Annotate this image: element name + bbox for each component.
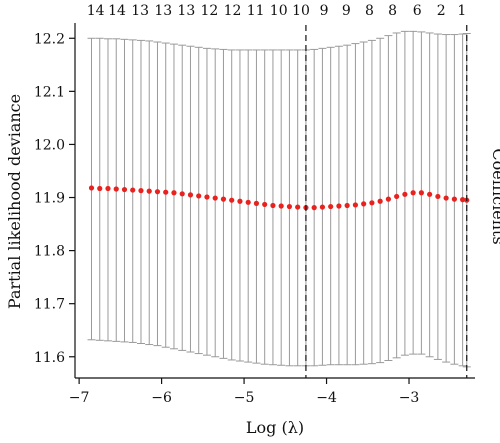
x-tick-label: −3 (399, 390, 420, 406)
data-point (278, 203, 284, 209)
data-point (187, 192, 194, 198)
right-axis-label: Coefficients (489, 148, 500, 244)
data-point (377, 198, 383, 204)
data-point (163, 189, 169, 195)
data-point (179, 191, 185, 197)
x-tick-label: −7 (69, 390, 90, 406)
top-axis-label: 14 (87, 3, 105, 19)
top-axis-label: 9 (342, 3, 351, 19)
top-axis-label: 13 (177, 3, 195, 19)
top-axis-label: 14 (108, 3, 126, 19)
data-point (435, 193, 441, 200)
data-point (369, 200, 375, 206)
data-point (204, 194, 210, 200)
y-tick-label: 11.7 (34, 297, 65, 313)
y-tick-label: 12.2 (34, 31, 65, 47)
data-point (311, 205, 317, 211)
x-axis-label: Log (λ) (246, 418, 304, 437)
data-point (295, 204, 301, 210)
top-axis-label: 12 (224, 3, 242, 19)
y-tick-label: 12.0 (34, 137, 65, 153)
data-point (427, 191, 433, 197)
top-axis-label: 8 (365, 3, 374, 19)
top-axis-label: 13 (131, 3, 149, 19)
data-point (402, 191, 408, 197)
x-tick-label: −4 (316, 390, 337, 406)
data-point (418, 190, 424, 196)
data-point (130, 187, 136, 193)
top-axis-label: 8 (388, 3, 397, 19)
data-point (113, 186, 119, 192)
top-axis-label: 6 (413, 3, 422, 19)
data-point (410, 190, 416, 196)
data-point (361, 201, 367, 207)
data-point (212, 195, 218, 201)
data-point (344, 202, 350, 209)
data-point (229, 197, 235, 203)
data-point (121, 186, 128, 193)
data-point (394, 193, 400, 200)
data-point (460, 197, 466, 203)
top-axis-label: 10 (292, 3, 310, 19)
x-tick-label: −6 (151, 390, 172, 406)
y-tick-label: 11.8 (34, 244, 65, 260)
top-axis-label: 13 (154, 3, 172, 19)
data-point (138, 188, 144, 194)
data-point (97, 185, 103, 192)
top-axis-label: 10 (270, 3, 288, 19)
data-point (154, 189, 161, 195)
data-point (105, 185, 111, 192)
top-axis-label: 2 (437, 3, 446, 19)
data-point (385, 196, 392, 202)
data-point (319, 204, 326, 210)
data-point (146, 188, 152, 194)
data-point (171, 190, 177, 196)
y-tick-label: 12.1 (34, 84, 65, 100)
top-axis-label: 11 (247, 3, 265, 19)
data-point (196, 193, 202, 199)
data-point (220, 196, 227, 202)
x-tick-label: −5 (234, 390, 255, 406)
y-tick-label: 11.9 (34, 191, 65, 207)
data-point (270, 202, 276, 209)
data-point (253, 200, 260, 206)
data-point (451, 196, 457, 202)
data-point (262, 201, 268, 208)
y-tick-label: 11.6 (34, 350, 65, 366)
data-point (88, 185, 95, 191)
data-point (352, 202, 359, 208)
data-point (443, 195, 449, 201)
y-axis-label: Partial likelihood deviance (5, 94, 24, 309)
top-axis-label: 1 (457, 3, 466, 19)
top-axis-label: 9 (320, 3, 329, 19)
data-point (328, 203, 334, 210)
top-axis-label: 12 (201, 3, 219, 19)
data-point (336, 203, 342, 209)
data-point (245, 199, 251, 205)
data-point (286, 203, 293, 210)
data-point (237, 198, 243, 204)
